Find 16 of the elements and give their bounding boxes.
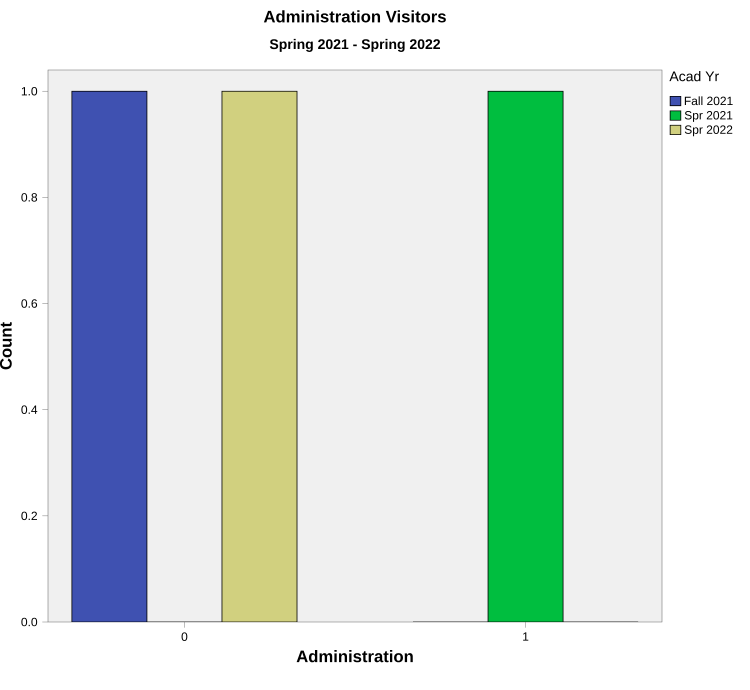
chart-subtitle: Spring 2021 - Spring 2022: [270, 38, 440, 52]
x-axis-title: Administration: [296, 650, 413, 662]
legend-label: Spr 2021: [684, 111, 732, 122]
y-tick-label: 0.2: [21, 512, 37, 520]
x-tick-label: 1: [523, 632, 528, 641]
chart-title: Administration Visitors: [264, 10, 446, 22]
y-axis-title: Count: [0, 322, 12, 370]
y-tick-label: 0.6: [21, 299, 38, 308]
legend-title: Acad Yr: [669, 71, 719, 82]
y-tick-label: 0.4: [21, 405, 38, 414]
legend-label: Spr 2022: [684, 125, 732, 136]
legend-label: Fall 2021: [684, 96, 733, 106]
y-tick-label: 0.0: [21, 618, 38, 626]
y-tick-label: 0.8: [21, 193, 38, 202]
x-tick-label: 0: [182, 632, 188, 641]
y-tick-label: 1.0: [22, 86, 38, 96]
